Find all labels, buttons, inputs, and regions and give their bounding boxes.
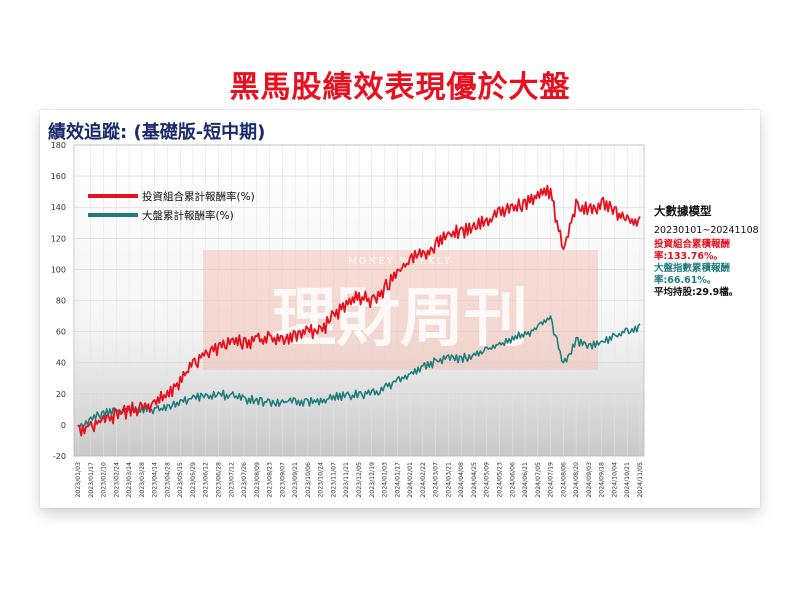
y-tick-label: 20 [56,390,66,399]
headline: 黑馬股績效表現優於大盤 [229,70,571,105]
legend: 投資組合累計報酬率(%) 大盤累計報酬率(%) [88,190,255,222]
x-tick-label: 2024/06/06 [509,462,516,498]
x-tick-label: 2023/09/07 [279,462,286,498]
x-tick-label: 2024/07/05 [535,462,542,498]
x-tick-label: 2023/12/19 [369,462,376,498]
y-tick-label: 100 [51,265,66,274]
x-tick-label: 2023/01/17 [88,462,95,498]
portfolio-return-line1: 投資組合累積報酬 [654,239,731,250]
x-tick-label: 2024/02/01 [407,462,414,498]
x-tick-label: 2024/05/09 [484,462,491,498]
market-return-line1: 大盤指數累積報酬 [654,263,731,274]
legend-label-1: 大盤累計報酬率(%) [142,209,234,222]
x-tick-label: 2023/09/21 [292,462,299,498]
x-tick-label: 2024/06/21 [522,462,529,498]
portfolio-return-line2: 率:133.76%。 [654,251,723,262]
legend-label-0: 投資組合累計報酬率(%) [142,190,255,203]
x-tick-label: 2024/07/19 [548,462,555,498]
x-tick-label: 2023/05/29 [190,462,197,498]
y-tick-label: 60 [56,328,66,337]
x-tick-label: 2023/10/06 [305,462,312,498]
model-title: 大數據模型 [654,204,712,218]
x-axis: 2023/01/03 2023/01/17 2023/02/10 2023/02/24… [75,462,644,498]
x-tick-label: 2024/01/17 [394,462,401,498]
x-tick-label: 2023/05/15 [177,462,184,498]
series-line-1 [77,315,641,429]
x-tick-label: 2023/04/14 [152,462,159,498]
x-tick-label: 2023/07/26 [241,462,248,498]
watermark: MONEY WEEKLY 理財周刊 [203,250,598,370]
x-tick-label: 2024/01/03 [382,462,389,498]
x-tick-label: 2023/10/24 [318,462,325,498]
y-tick-label: 160 [51,172,66,181]
y-tick-label: 120 [51,234,66,243]
x-tick-label: 2023/08/23 [267,462,274,498]
watermark-big-text: 理財周刊 [272,281,528,356]
x-tick-label: 2024/02/22 [420,462,427,498]
y-tick-label: 140 [51,203,66,212]
market-return-line2: 率:66.61%。 [654,275,717,286]
y-axis: -20 0 20 40 60 80 100 120 140 160 180 [51,141,66,461]
x-tick-label: 2023/02/10 [101,462,108,498]
x-tick-label: 2023/03/28 [139,462,146,498]
series-lines [77,184,641,437]
x-tick-label: 2024/11/05 [637,462,644,498]
x-tick-label: 2023/01/03 [75,462,82,498]
x-tick-label: 2024/03/21 [445,462,452,498]
x-tick-label: 2023/04/28 [164,462,171,498]
series-line-0 [77,184,641,437]
y-tick-label: 0 [61,421,66,430]
model-date-range: 20230101~20241108 [654,225,759,236]
x-tick-label: 2023/11/07 [330,462,337,498]
x-tick-label: 2024/10/04 [611,462,618,498]
x-tick-label: 2023/07/12 [228,462,235,498]
average-holdings: 平均持股:29.9檔。 [654,287,739,298]
model-summary-panel: 大數據模型 20230101~20241108 投資組合累積報酬 率:133.7… [654,203,774,299]
x-tick-label: 2023/12/05 [356,462,363,498]
x-tick-label: 2024/04/25 [471,462,478,498]
y-tick-label: -20 [53,452,66,461]
x-tick-label: 2024/08/06 [560,462,567,498]
x-tick-label: 2024/10/21 [624,462,631,498]
y-tick-label: 40 [56,359,66,368]
x-tick-label: 2023/06/28 [216,462,223,498]
x-tick-label: 2024/09/03 [586,462,593,498]
x-tick-label: 2023/08/09 [254,462,261,498]
x-tick-label: 2023/11/21 [343,462,350,498]
x-tick-label: 2023/03/14 [126,462,133,498]
watermark-small-text: MONEY WEEKLY [348,257,452,267]
x-tick-label: 2024/08/20 [573,462,580,498]
x-tick-label: 2024/04/08 [458,462,465,498]
x-tick-label: 2023/02/24 [113,462,120,498]
x-tick-label: 2024/03/07 [433,462,440,498]
y-tick-label: 80 [56,297,66,306]
y-tick-label: 180 [51,141,66,150]
plot-border [73,144,645,457]
chart-title: 績效追蹤: (基礎版-短中期) [48,122,266,143]
x-tick-label: 2024/05/23 [497,462,504,498]
x-tick-label: 2023/06/12 [203,462,210,498]
x-tick-label: 2024/09/18 [599,462,606,498]
